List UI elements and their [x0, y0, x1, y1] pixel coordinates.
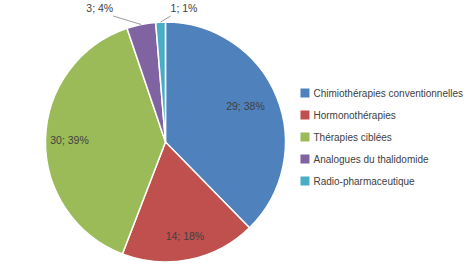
legend-label: Hormonothérapies: [313, 110, 395, 121]
leader-line: [113, 16, 141, 24]
legend-label: Analogues du thalidomide: [313, 154, 429, 165]
chart: Chimiothérapies conventionnelles Hormonot…: [0, 0, 467, 274]
data-label: 3; 4%: [86, 2, 113, 14]
legend-label: Radio-pharmaceutique: [313, 176, 415, 187]
legend-swatch: [300, 133, 309, 142]
data-labels: 29; 38% 14; 18% 30; 39% 3; 4% 1; 1%: [50, 2, 265, 242]
leader-line: [161, 16, 171, 22]
legend-label: Thérapies ciblées: [313, 132, 391, 143]
legend-label: Chimiothérapies conventionnelles: [313, 88, 463, 99]
legend-swatch: [300, 155, 309, 164]
legend-swatch: [300, 177, 309, 186]
slice: [156, 22, 166, 142]
legend-swatch: [300, 111, 309, 120]
slice: [127, 22, 165, 142]
legend-swatch: [300, 89, 309, 98]
data-label: 29; 38%: [226, 100, 265, 112]
data-label: 30; 39%: [50, 134, 89, 146]
data-label: 14; 18%: [166, 230, 205, 242]
pie: [45, 22, 285, 262]
data-label: 1; 1%: [171, 2, 198, 14]
legend: Chimiothérapies conventionnelles Hormonot…: [300, 88, 463, 187]
